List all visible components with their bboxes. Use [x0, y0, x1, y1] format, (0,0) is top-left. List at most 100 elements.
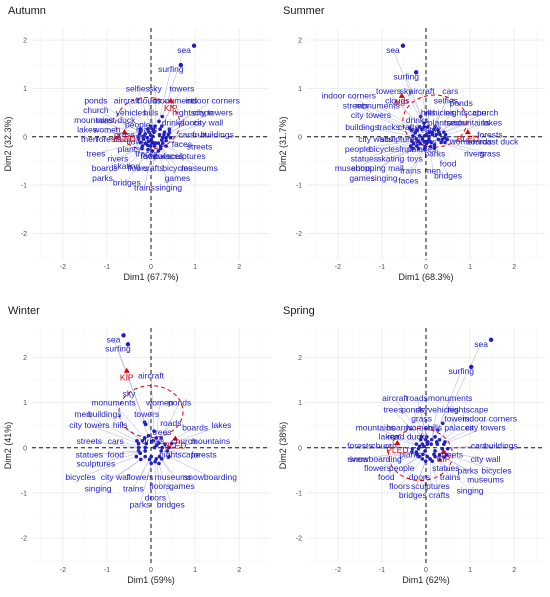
- panel-autumn-sup-marker: [167, 97, 174, 103]
- panel-spring-point-label: plants: [399, 450, 422, 460]
- panel-winter-point-dot: [149, 454, 154, 459]
- panel-spring-leader-line: [399, 458, 423, 487]
- panel-spring-leader-line: [431, 427, 435, 445]
- panel-autumn-leader-line: [131, 112, 150, 133]
- panel-spring-point-label: crafts: [429, 490, 450, 500]
- panel-spring-point-label: church: [371, 441, 397, 451]
- panel-autumn-ytick-label: -2: [21, 231, 27, 238]
- panel-summer-leader-line: [348, 95, 410, 129]
- panel-summer-point-dot: [422, 147, 427, 151]
- panel-winter-point-label: bicycles: [65, 472, 95, 482]
- panel-autumn-leader-line: [150, 112, 155, 133]
- panel-autumn-xtick-label: -1: [104, 264, 110, 271]
- panel-autumn-point-label: faces: [172, 139, 192, 149]
- panel-autumn-ytick-label: 2: [23, 38, 27, 45]
- panel-winter-leader-line: [98, 459, 141, 489]
- panel-summer-ytick-label: 2: [298, 38, 302, 45]
- panel-autumn-point-label: roads: [136, 125, 157, 135]
- panel-winter-point-dot: [143, 422, 148, 427]
- panel-winter-point-label: sculptures: [77, 459, 116, 469]
- panel-winter-leader-line: [156, 431, 163, 446]
- panel-summer-point-label: palaces: [407, 144, 436, 154]
- panel-summer-point-label: ponds: [450, 98, 473, 108]
- panel-spring-point-label: snowboarding: [349, 454, 402, 464]
- panel-summer-point-label: sculptures: [380, 134, 419, 144]
- panel-spring-xtick-label: -2: [335, 567, 341, 574]
- panel-summer-leader-line: [434, 147, 449, 176]
- panel-autumn-point-label: aircraft: [114, 96, 141, 106]
- panel-spring-point-label: bicycles: [481, 465, 511, 475]
- panel-winter-point-label: games: [169, 481, 195, 491]
- panel-summer-point-dot: [422, 134, 427, 138]
- panel-autumn-leader-line: [126, 145, 149, 166]
- panel-summer-point-dot: [443, 132, 448, 137]
- panel-spring-point-label: sea: [474, 339, 488, 349]
- panel-summer-leader-line: [432, 112, 440, 133]
- panel-spring-point-label: indoor corners: [463, 413, 517, 423]
- panel-spring: Spring -2 -1 0 1 2 -2 -1 0 1 2 Dim1 (62%) Dim2 (38%)…: [278, 305, 545, 585]
- panel-autumn-point-label: monuments: [153, 96, 197, 106]
- panel-autumn-point-dot: [138, 140, 143, 145]
- panel-spring-ytick-label: 2: [298, 355, 302, 362]
- panel-autumn-point-dot: [148, 124, 153, 128]
- panel-autumn-point-dot: [157, 132, 162, 137]
- panel-summer-leader-line: [353, 145, 411, 169]
- panel-spring-point-label: boards: [387, 422, 413, 432]
- panel-spring-point-label: trains: [440, 472, 461, 482]
- panel-summer-point-label: indoor corners: [322, 91, 376, 101]
- panel-spring-leader-line: [439, 459, 471, 491]
- panel-spring-point-label: hills: [427, 422, 442, 432]
- panel-autumn-leader-line: [160, 148, 178, 178]
- panel-summer-point-label: vehicles: [424, 108, 455, 118]
- panel-summer-leader-line: [408, 126, 425, 136]
- panel-summer-point-dot: [411, 146, 415, 151]
- panel-autumn-point-label: trains: [134, 183, 155, 193]
- panel-winter-leader-line: [95, 453, 141, 464]
- panel-spring-leader-line: [359, 445, 413, 449]
- panel-winter-point-dot: [167, 454, 171, 459]
- panel-winter-ytick-label: 1: [23, 400, 27, 407]
- panel-spring-point-label: doors: [409, 472, 430, 482]
- panel-summer-leader-line: [433, 100, 446, 130]
- panel-summer-point-label: people: [345, 144, 371, 154]
- panel-autumn-point-label: bicycles: [162, 163, 192, 173]
- panel-winter-xlabel: Dim1 (59%): [127, 575, 175, 585]
- panel-winter-point-dot: [136, 441, 141, 446]
- panel-summer-ytick-label: -2: [296, 231, 302, 238]
- panel-summer-leader-line: [377, 145, 417, 169]
- panel-summer-leader-line: [362, 126, 414, 137]
- panel-winter-ylabel: Dim2 (41%): [3, 422, 13, 470]
- panel-winter-leader-line: [156, 458, 160, 487]
- panel-spring-point-dot: [440, 446, 445, 451]
- panel-winter-leader-line: [89, 440, 139, 448]
- panel-spring-leader-line: [399, 427, 423, 445]
- panel-autumn-point-label: games: [165, 173, 191, 183]
- panel-summer-point-label: doors: [415, 137, 436, 147]
- panel-winter-leader-line: [89, 450, 139, 455]
- panel-winter-leader-line: [117, 348, 146, 425]
- panel-spring-sup-label: KIP: [437, 454, 451, 464]
- panel-summer-point-label: surfing: [393, 71, 419, 81]
- panel-autumn-point-dot: [158, 127, 162, 131]
- panel-winter-point-dot: [153, 459, 157, 464]
- panel-winter-ytick-label: 0: [23, 445, 27, 452]
- panel-summer-point-label: selfies: [434, 96, 458, 106]
- panel-spring-point-dot: [442, 442, 446, 446]
- panel-autumn-point-label: city towers: [193, 108, 233, 118]
- panel-autumn-point-label: forests: [96, 134, 122, 144]
- panel-spring-point-label: road duck: [387, 431, 425, 441]
- panel-spring-point-dot: [433, 454, 437, 459]
- panel-spring-point-dot: [410, 450, 414, 454]
- panel-summer-point-dot: [411, 141, 416, 146]
- panel-summer-leader-line: [355, 105, 412, 131]
- panel-autumn-point-label: towers: [169, 83, 194, 93]
- panel-autumn-point-label: roast duck: [96, 115, 136, 125]
- panel-spring-ytick-label: 1: [298, 400, 302, 407]
- panel-winter-point-dot: [159, 457, 164, 461]
- panel-autumn-leader-line: [137, 88, 151, 127]
- panel-spring-outer-dot: [488, 337, 494, 343]
- panel-spring-point-dot: [424, 435, 429, 439]
- panel-winter-sup-label: KIP: [120, 373, 134, 383]
- panel-summer-point-label: streets2: [411, 125, 442, 135]
